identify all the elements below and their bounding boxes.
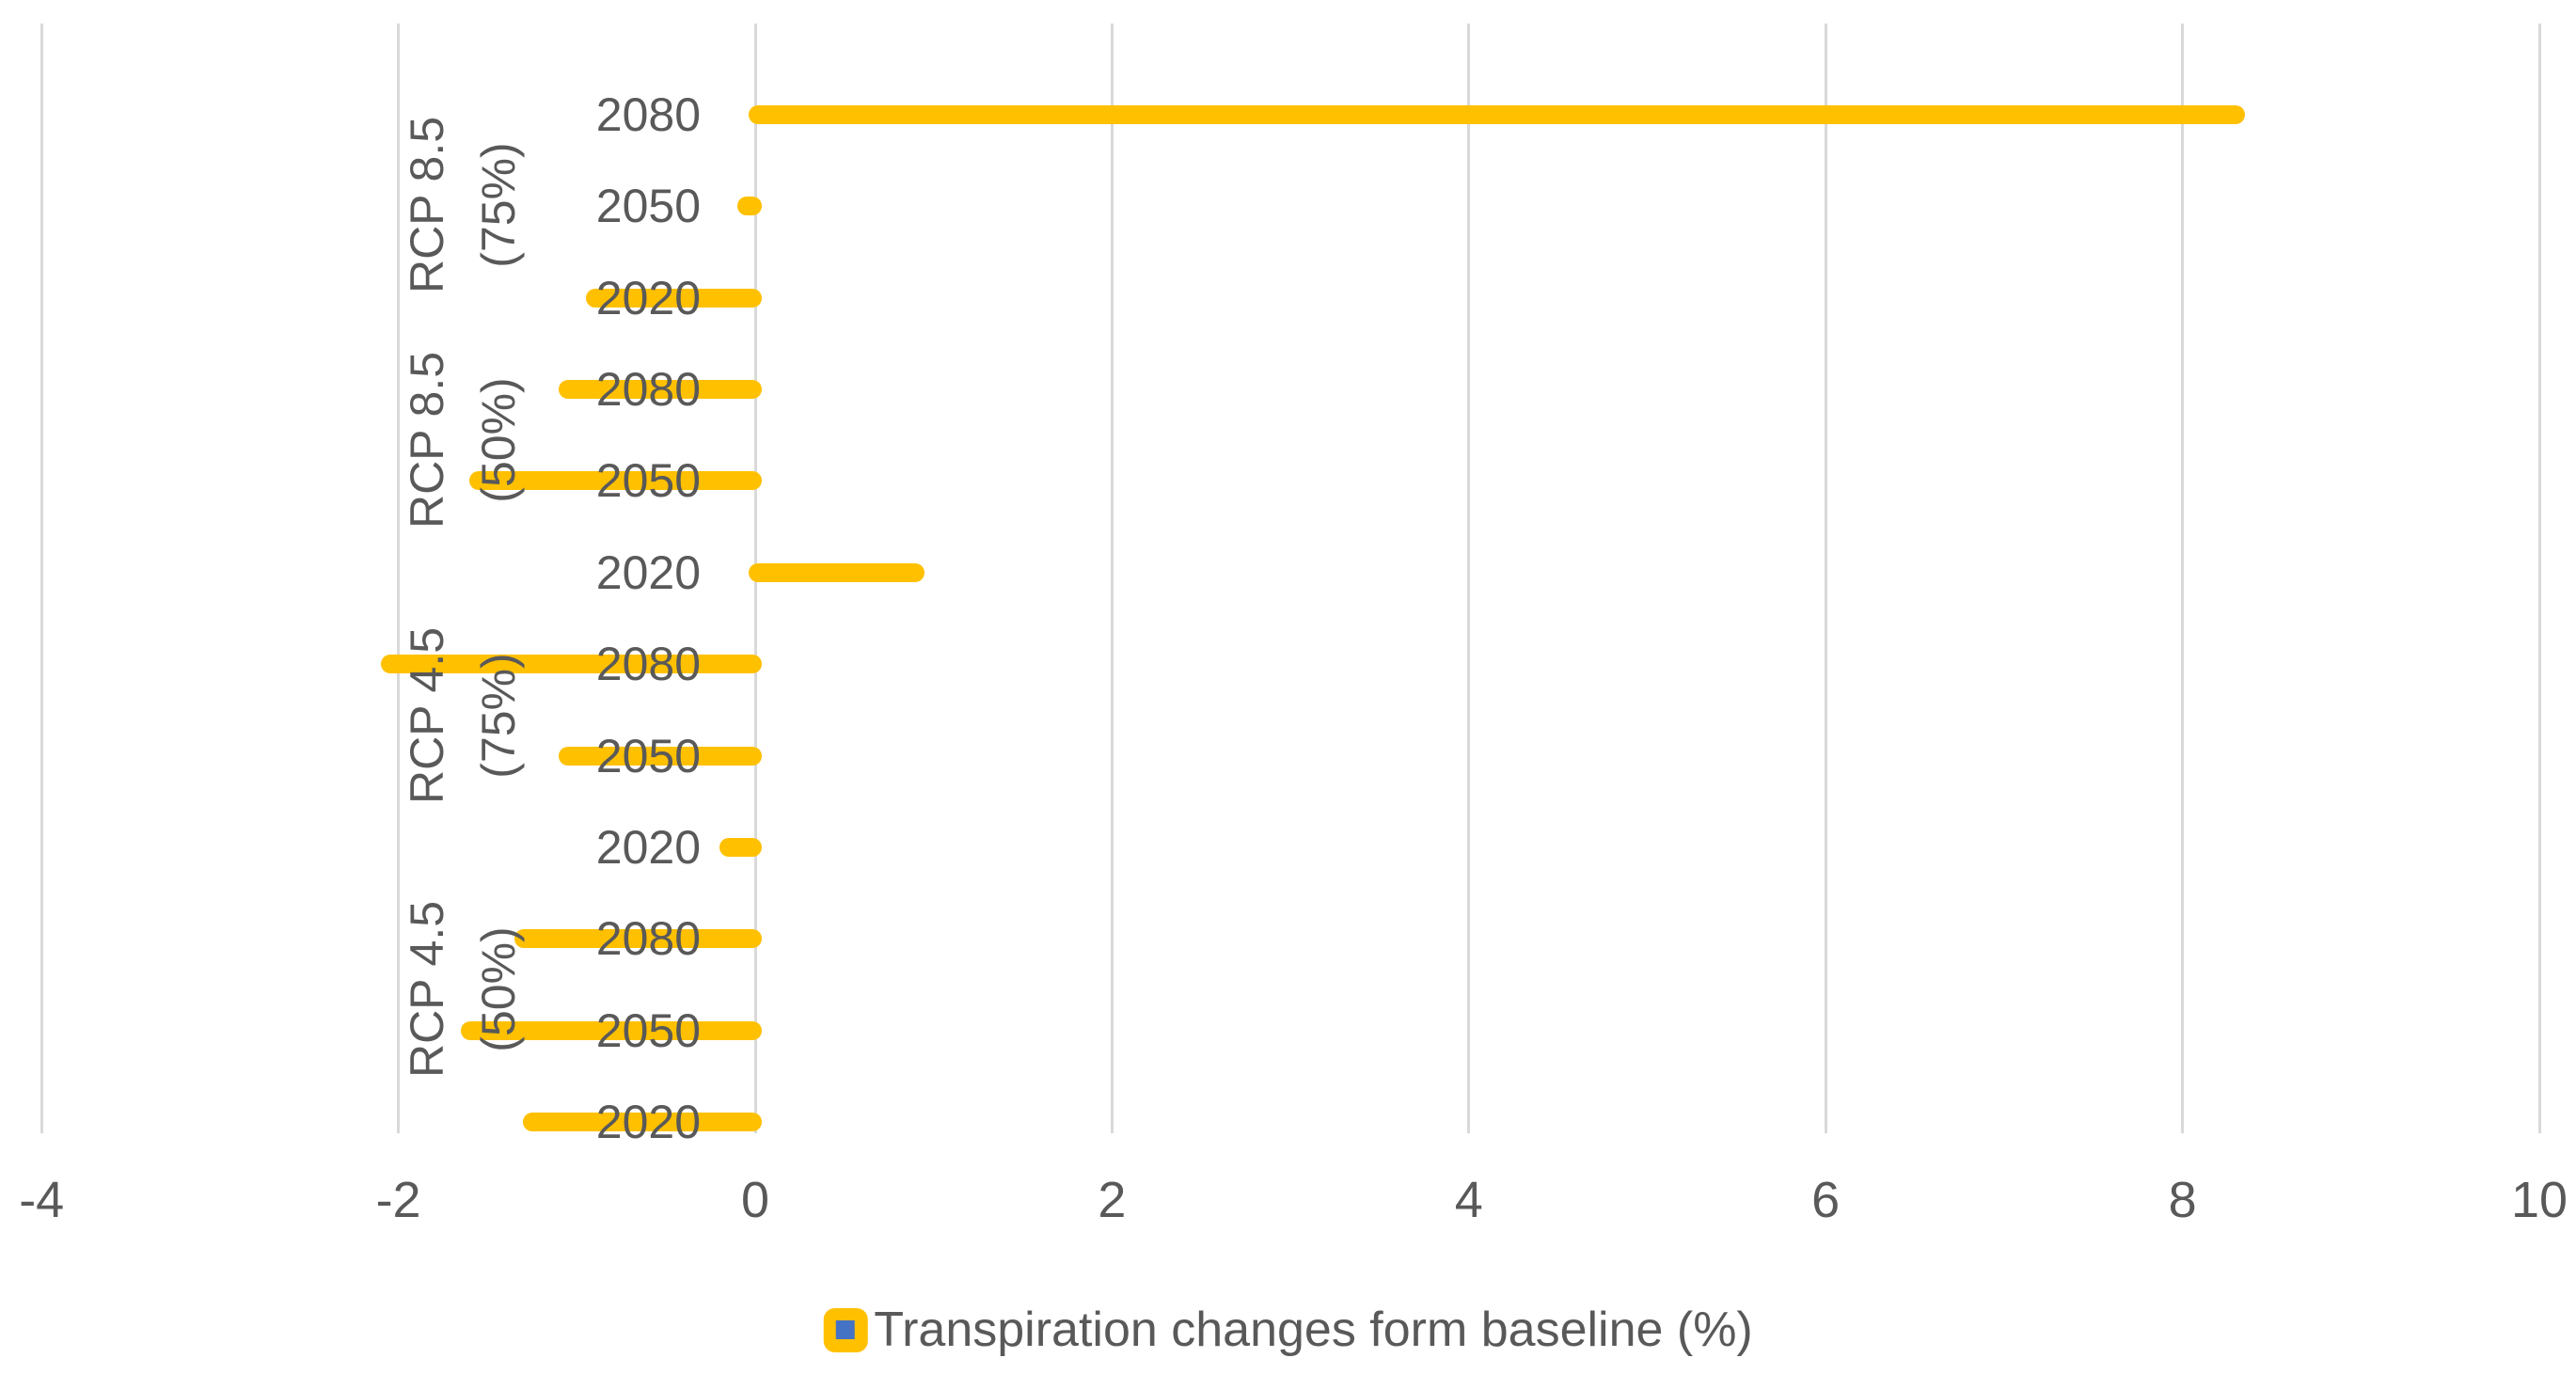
group-label-line: (75%)	[472, 653, 525, 779]
group-label-line: (50%)	[472, 926, 525, 1052]
gridline	[1824, 24, 1827, 1133]
category-year-label: 2020	[595, 271, 701, 324]
group-label-line: RCP 8.5	[401, 116, 453, 294]
legend-series-label: Transpiration changes form baseline (%)	[874, 1303, 1753, 1357]
bar	[380, 655, 762, 674]
gridline	[2537, 24, 2541, 1133]
legend-marker-icon	[823, 1307, 868, 1352]
category-year-label: 2050	[595, 180, 701, 233]
x-axis-tick-label: 10	[2510, 1172, 2568, 1228]
bar	[514, 929, 762, 949]
group-label: RCP 4.5 (50%)	[391, 901, 534, 1078]
bar	[523, 1113, 762, 1132]
category-year-label: 2080	[595, 638, 701, 691]
category-year-label: 2080	[595, 362, 701, 416]
bar	[749, 104, 2245, 124]
bar	[460, 1020, 762, 1040]
bar	[559, 379, 762, 399]
group-label-line: (50%)	[472, 377, 525, 503]
category-year-label: 2020	[595, 545, 701, 599]
category-year-label: 2080	[595, 87, 701, 141]
category-year-label: 2080	[595, 912, 701, 966]
gridline	[2181, 24, 2185, 1133]
group-label: RCP 4.5 (75%)	[391, 627, 534, 804]
x-axis-tick-label: 6	[1811, 1172, 1841, 1228]
x-axis-tick-label: 4	[1454, 1172, 1483, 1228]
legend: Transpiration changes form baseline (%)	[823, 1302, 1753, 1358]
x-axis-tick-label: -4	[19, 1172, 65, 1228]
bar	[585, 288, 762, 308]
bar	[559, 746, 762, 766]
bar	[719, 837, 762, 857]
group-label-line: RCP 4.5	[401, 900, 453, 1079]
group-label: RCP 8.5 (75%)	[391, 117, 534, 293]
bar	[737, 197, 762, 216]
x-axis-tick-label: 0	[740, 1172, 770, 1228]
gridline	[1110, 24, 1114, 1133]
group-label-line: RCP 4.5	[401, 626, 453, 805]
category-year-label: 2050	[595, 1003, 701, 1057]
bar	[469, 471, 762, 491]
gridline	[397, 24, 401, 1133]
category-year-label: 2050	[595, 729, 701, 782]
group-label-line: (75%)	[472, 142, 525, 268]
group-label: RCP 8.5 (50%)	[391, 352, 534, 529]
group-label-line: RCP 8.5	[401, 351, 453, 529]
gridline	[40, 24, 43, 1133]
x-axis-tick-label: 8	[2168, 1172, 2197, 1228]
x-axis-tick-label: -2	[375, 1172, 421, 1228]
category-year-label: 2050	[595, 454, 701, 508]
gridline	[1467, 24, 1471, 1133]
category-year-label: 2020	[595, 820, 701, 874]
bar	[749, 562, 925, 582]
legend-marker-inner-square	[835, 1320, 855, 1339]
category-year-label: 2020	[595, 1096, 701, 1149]
x-axis-tick-label: 2	[1098, 1172, 1127, 1228]
